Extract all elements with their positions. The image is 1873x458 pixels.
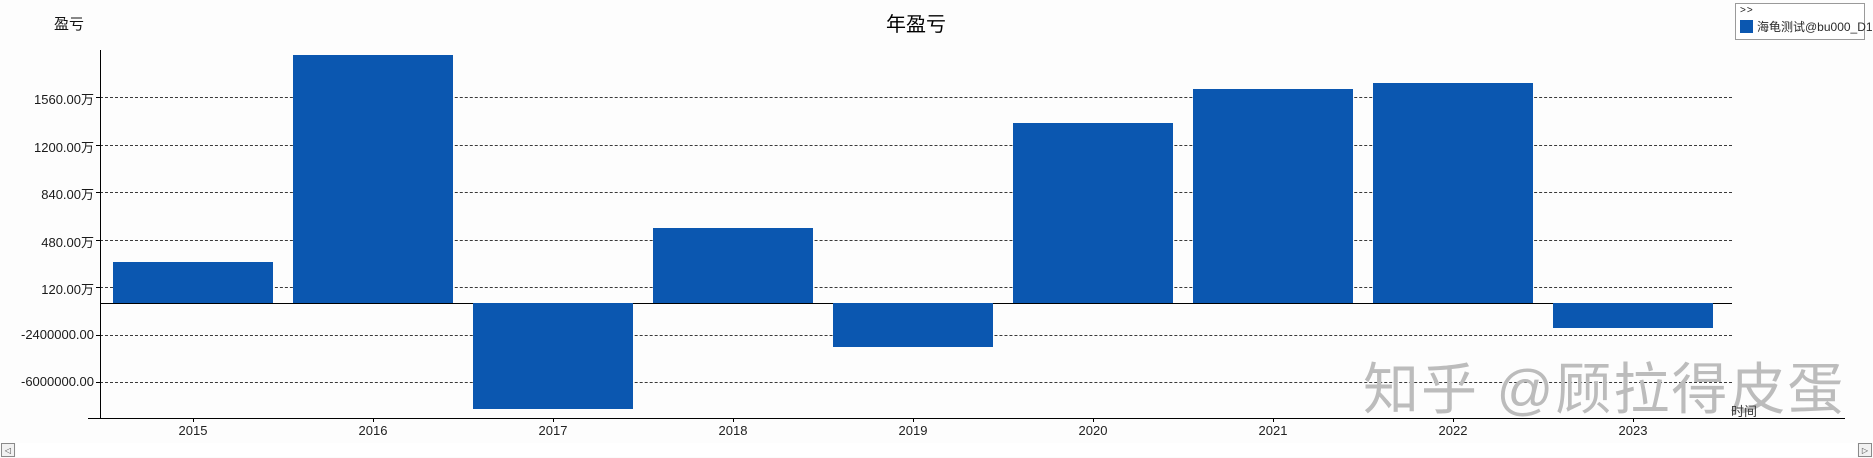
gridline [100,287,1732,289]
y-tick-label: 1560.00万 [34,92,94,108]
chart-title: 年盈亏 [886,14,946,36]
y-tick-mark [96,97,101,99]
scroll-right-button[interactable]: ▷ [1858,443,1872,457]
x-tick-mark [733,418,734,422]
bar-2022[interactable] [1373,83,1533,303]
x-tick-label: 2019 [898,423,928,438]
bar-2020[interactable] [1013,122,1173,303]
y-tick-mark [96,287,101,289]
x-tick-label: 2016 [358,423,388,438]
x-tick-mark [1633,418,1634,422]
bar-2015[interactable] [113,262,273,303]
legend-swatch-icon [1740,20,1753,33]
x-tick-label: 2023 [1618,423,1648,438]
x-tick-mark [373,418,374,422]
gridline [100,97,1732,99]
y-tick-mark [96,382,101,384]
x-axis-title: 时间 [1731,404,1758,419]
bar-2023[interactable] [1553,303,1713,329]
y-tick-label: 1200.00万 [34,139,94,155]
legend-entry[interactable]: 海龟测试@bu000_D1 [1740,18,1873,35]
y-axis-title: 盈亏 [54,16,85,33]
gridline [100,382,1732,384]
y-tick-label: -2400000.00 [20,326,94,342]
x-tick-label: 2018 [718,423,748,438]
bar-2017[interactable] [473,303,633,409]
y-tick-label: -6000000.00 [20,374,94,390]
y-tick-mark [96,334,101,336]
gridline [100,192,1732,194]
scrollbar-track[interactable] [16,443,1857,457]
x-axis-line [88,418,1845,419]
x-tick-label: 2020 [1078,423,1108,438]
x-tick-mark [1453,418,1454,422]
x-tick-label: 2015 [178,423,208,438]
gridline [100,239,1732,241]
bar-2018[interactable] [653,228,813,303]
x-tick-label: 2022 [1438,423,1468,438]
horizontal-scrollbar[interactable]: ◁ ▷ [0,443,1873,458]
x-tick-mark [193,418,194,422]
bar-2019[interactable] [833,303,993,347]
bar-2016[interactable] [293,54,453,303]
x-tick-mark [1093,418,1094,422]
y-tick-mark [96,192,101,194]
y-tick-mark [96,144,101,146]
legend-series-label: 海龟测试@bu000_D1 [1757,20,1873,34]
x-tick-mark [553,418,554,422]
legend-expand-control[interactable]: >> [1740,5,1754,16]
legend-box: >> 海龟测试@bu000_D1 [1735,3,1873,40]
x-tick-label: 2017 [538,423,568,438]
y-tick-label: 480.00万 [41,234,94,250]
bar-2021[interactable] [1193,89,1353,303]
scroll-right-icon: ▷ [1861,445,1869,455]
y-tick-label: 120.00万 [41,282,94,298]
watermark: 知乎 @顾拉得皮蛋 [1363,358,1846,421]
scroll-left-icon: ◁ [4,445,12,455]
y-tick-mark [96,239,101,241]
y-tick-label: 840.00万 [41,187,94,203]
x-tick-mark [1273,418,1274,422]
y-axis-line [100,50,101,418]
x-tick-label: 2021 [1258,423,1288,438]
gridline [100,144,1732,146]
x-tick-mark [913,418,914,422]
scroll-left-button[interactable]: ◁ [1,443,15,457]
